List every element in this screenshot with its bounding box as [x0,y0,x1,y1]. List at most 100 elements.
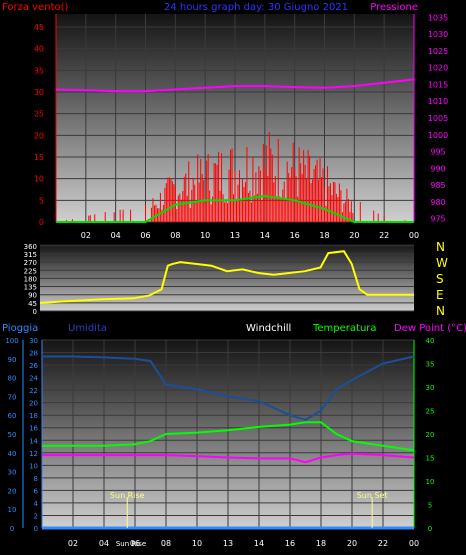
direction-tick-label: 135 [24,284,37,292]
pressure-tick-label: 1015 [428,80,448,89]
rain-tick-label: 30 [29,337,38,345]
wind-tick-label: 25 [34,110,44,119]
pressure-line [55,78,415,93]
temperature-tick-label: 15 [426,455,435,463]
pressure-tick-label: 1025 [428,47,448,56]
wind-tick-label: 40 [34,45,44,54]
x-tick-label-top: 16 [290,231,300,240]
compass-n-bottom: N [436,304,445,318]
temperature-axis-label: Temperatura [312,323,377,334]
compass-n-top: N [436,240,445,254]
x-tick-label-bottom: 06 [130,539,140,548]
compass-s: S [436,272,444,286]
humidity-tick-label: 10 [8,506,17,514]
rain-tick-label: 22 [29,387,38,395]
humidity-tick-label: 80 [8,375,17,383]
x-tick-label-top: 06 [140,231,150,240]
sunrise-axis-label: Sun Rise [116,540,146,548]
temperature-tick-label: 5 [428,502,432,510]
pressure-tick-label: 1030 [428,30,448,39]
temperature-tick-label: 35 [426,361,435,369]
pressure-tick-label: 1020 [428,64,448,73]
humidity-tick-label: 40 [8,450,17,458]
rain-tick-label: 14 [29,437,38,445]
humidity-tick-label: 90 [8,356,17,364]
pressure-tick-label: 975 [430,215,445,224]
rain-tick-label: 4 [34,500,39,508]
pressure-tick-label: 1000 [428,131,448,140]
rain-tick-label: 8 [34,475,38,483]
x-tick-label-top: 08 [170,231,180,240]
x-tick-label-top: 10 [200,231,210,240]
humidity-tick-label: 0 [10,525,14,533]
x-tick-label-top: 13 [230,231,240,240]
wind-tick-label: 5 [39,196,44,205]
pressure-tick-label: 1010 [428,97,448,106]
rain-tick-label: 18 [29,412,38,420]
pressure-tick-label: 985 [430,181,445,190]
temperature-tick-label: 25 [426,408,435,416]
x-tick-label-bottom: 02 [68,539,78,548]
windchill-label: Windchill [246,323,291,334]
x-tick-label-top: 02 [81,231,91,240]
wind-tick-label: 30 [34,88,44,97]
direction-tick-label: 45 [28,300,37,308]
pressure-tick-label: 1035 [428,13,448,22]
pressure-tick-label: 990 [430,164,445,173]
humidity-tick-label: 100 [5,337,18,345]
x-tick-label-bottom: 10 [192,539,202,548]
compass-w: W [436,256,448,270]
humidity-tick-label: 60 [8,412,17,420]
humidity-tick-label: 20 [8,487,17,495]
direction-tick-label: 90 [28,292,37,300]
wind-direction-line [39,250,414,304]
direction-tick-label: 180 [24,275,37,283]
rain-tick-label: 20 [29,400,38,408]
x-tick-label-top: 04 [111,231,121,240]
x-tick-label-top: 14 [260,231,270,240]
wind-axis-label: Forza vento() [2,2,69,13]
humidity-line [42,355,415,421]
wind-tick-label: 20 [34,131,44,140]
rain-tick-label: 10 [29,462,38,470]
x-tick-label-bottom: 20 [347,539,357,548]
x-tick-label-bottom: 08 [161,539,171,548]
rain-tick-label: 26 [29,362,38,370]
direction-tick-label: 360 [24,243,37,251]
direction-tick-label: 315 [24,251,37,259]
x-tick-label-top: 20 [349,231,359,240]
rain-tick-label: 6 [34,487,39,495]
sunset-label: Sun Set [357,491,388,500]
rain-tick-label: 0 [34,525,38,533]
x-tick-label-bottom: 18 [316,539,326,548]
rain-tick-label: 28 [29,350,38,358]
x-tick-label-top: 22 [379,231,389,240]
humidity-tick-label: 50 [8,431,17,439]
x-tick-label-bottom: 00 [409,539,419,548]
humidity-axis-label: Umidita [68,323,107,334]
rain-tick-label: 2 [34,512,38,520]
temperature-tick-label: 0 [428,525,432,533]
average-wind-line [56,194,414,223]
chart-title: 24 hours graph day: 30 Giugno 2021 [164,2,348,13]
x-tick-label-top: 18 [319,231,329,240]
pressure-tick-label: 995 [430,148,445,157]
x-tick-label-bottom: 22 [378,539,388,548]
pressure-axis-label: Pressione [370,2,418,13]
temperature-tick-label: 30 [426,384,435,392]
data-marks-layer [39,78,415,530]
x-tick-label-bottom: 13 [223,539,233,548]
tick-labels-layer: 0510152025303540459759809859909951000100… [5,13,448,548]
wind-tick-label: 15 [34,153,44,162]
x-tick-label-bottom: 04 [99,539,109,548]
x-tick-label-bottom: 16 [285,539,295,548]
dewpoint-line [42,452,415,464]
temperature-tick-label: 20 [426,431,435,439]
temperature-line [42,421,415,452]
sunrise-label: Sun Rise [110,491,145,500]
rain-tick-label: 24 [29,375,38,383]
humidity-tick-label: 70 [8,393,17,401]
direction-tick-label: 270 [24,259,37,267]
rain-tick-label: 12 [29,450,38,458]
humidity-tick-label: 30 [8,469,17,477]
